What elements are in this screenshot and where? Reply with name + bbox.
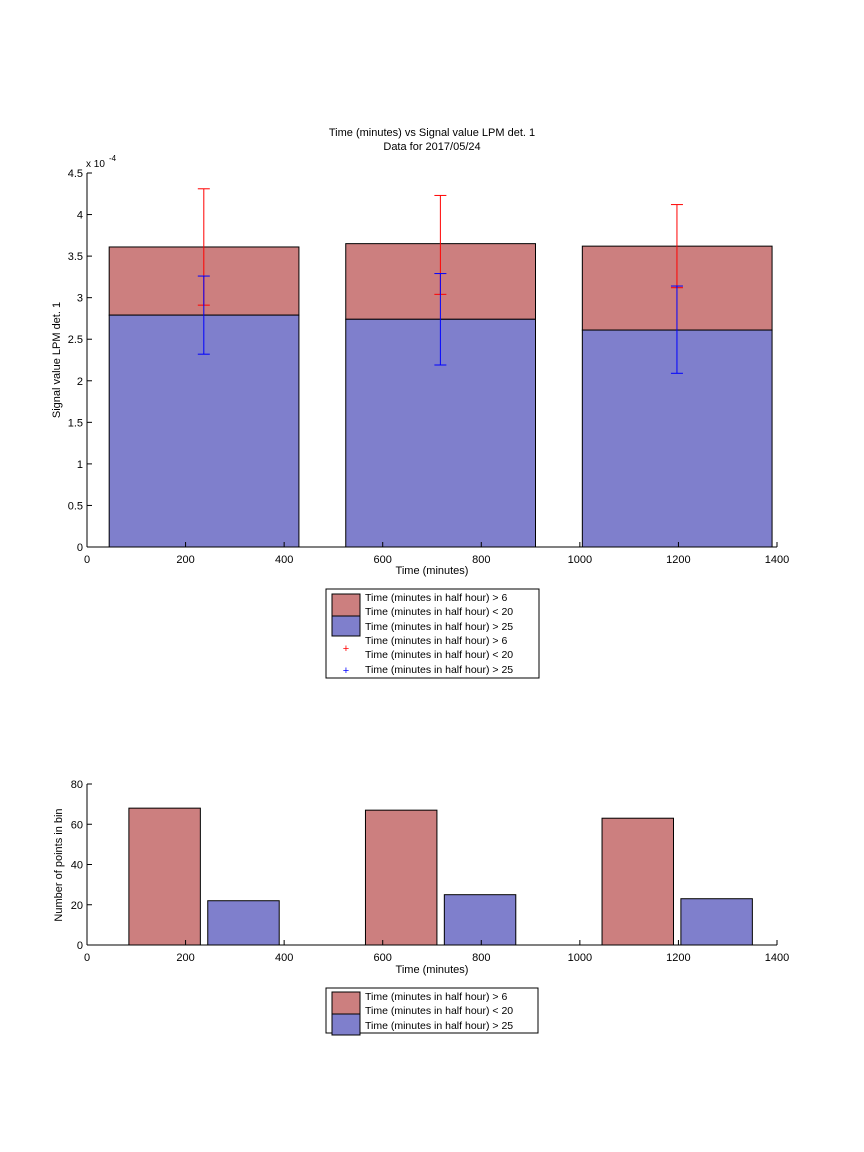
- y-exponent-base: x 10: [86, 159, 105, 170]
- x-tick-label: 600: [374, 554, 392, 566]
- bar-series-2: [680, 898, 753, 946]
- bar-series-2: [443, 894, 517, 946]
- legend-label: Time (minutes in half hour) > 6: [365, 635, 507, 647]
- y-tick-label: 4: [77, 210, 83, 222]
- legend-label: Time (minutes in half hour) > 25: [365, 664, 513, 676]
- legend-swatch-lower: [331, 1013, 361, 1036]
- legend-label: Time (minutes in half hour) > 25: [365, 1020, 513, 1032]
- legend-box: [325, 588, 540, 679]
- legend-label: Time (minutes in half hour) < 20: [365, 1005, 513, 1017]
- legend-swatch-upper: [331, 593, 361, 617]
- bar-series-2: [207, 900, 280, 946]
- signal-chart: Time (minutes) vs Signal value LPM det. …: [51, 127, 790, 679]
- chart-title: Time (minutes) vs Signal value LPM det. …: [329, 127, 535, 139]
- x-tick-label: 800: [472, 554, 490, 566]
- errorbar-group: [197, 188, 683, 374]
- legend: + + Time (minutes in half hour) > 6 Time (m…: [325, 588, 540, 679]
- x-axis-label: Time (minutes): [396, 565, 469, 577]
- legend-box: [325, 987, 539, 1034]
- y-exponent-power: -4: [109, 154, 117, 163]
- legend-swatch-lower: [331, 615, 361, 637]
- x-tick-label: 1400: [765, 952, 789, 964]
- legend-label: Time (minutes in half hour) > 6: [365, 592, 507, 604]
- x-tick-label: 200: [176, 554, 194, 566]
- chart-subtitle: Data for 2017/05/24: [383, 141, 480, 153]
- y-tick-label: 0.5: [68, 500, 83, 512]
- bar-series-1: [128, 807, 201, 946]
- x-tick-label: 600: [374, 952, 392, 964]
- x-tick-label: 1200: [666, 554, 690, 566]
- axes: 0 200 400 600 800 1000 1200 1400 0 20 40 60 80: [71, 779, 789, 964]
- legend-swatch-upper: [331, 991, 361, 1015]
- y-tick-label: 80: [71, 779, 83, 791]
- x-tick-label: 0: [84, 952, 90, 964]
- legend-label: Time (minutes in half hour) < 20: [365, 606, 513, 618]
- y-tick-label: 0: [77, 940, 83, 952]
- count-chart: 0 200 400 600 800 1000 1200 1400 0 20 40 60 80 Time …: [53, 779, 789, 1036]
- axes: 0 200 400 600 800 1000 1200 1400 0 0.5 1 1.5 2 2.5 3 3.…: [68, 168, 790, 566]
- y-tick-label: 0: [77, 542, 83, 554]
- y-tick-label: 40: [71, 860, 83, 872]
- y-tick-label: 3: [77, 293, 83, 305]
- bar-series-1: [364, 809, 438, 946]
- x-tick-label: 1000: [568, 952, 592, 964]
- x-tick-label: 0: [84, 554, 90, 566]
- x-tick-label: 400: [275, 554, 293, 566]
- y-tick-label: 20: [71, 900, 83, 912]
- y-tick-label: 2: [77, 376, 83, 388]
- y-axis-label: Signal value LPM det. 1: [51, 302, 63, 418]
- y-tick-label: 1: [77, 459, 83, 471]
- x-axis-label: Time (minutes): [396, 964, 469, 976]
- legend: Time (minutes in half hour) > 6 Time (min…: [325, 987, 539, 1036]
- legend-label: Time (minutes in half hour) > 6: [365, 991, 507, 1003]
- y-tick-label: 4.5: [68, 168, 83, 180]
- y-tick-label: 3.5: [68, 251, 83, 263]
- legend-marker-blue: +: [343, 665, 349, 677]
- y-axis-label: Number of points in bin: [53, 808, 65, 921]
- x-tick-label: 800: [472, 952, 490, 964]
- bar-series-1: [601, 817, 674, 946]
- y-tick-label: 60: [71, 819, 83, 831]
- legend-label: Time (minutes in half hour) < 20: [365, 649, 513, 661]
- y-tick-label: 2.5: [68, 334, 83, 346]
- y-tick-label: 1.5: [68, 417, 83, 429]
- bar-group: [128, 807, 753, 946]
- x-tick-label: 1400: [765, 554, 789, 566]
- x-tick-label: 1000: [568, 554, 592, 566]
- x-tick-label: 200: [176, 952, 194, 964]
- x-tick-label: 400: [275, 952, 293, 964]
- legend-marker-red: +: [343, 643, 349, 655]
- x-tick-label: 1200: [666, 952, 690, 964]
- legend-label: Time (minutes in half hour) > 25: [365, 621, 513, 633]
